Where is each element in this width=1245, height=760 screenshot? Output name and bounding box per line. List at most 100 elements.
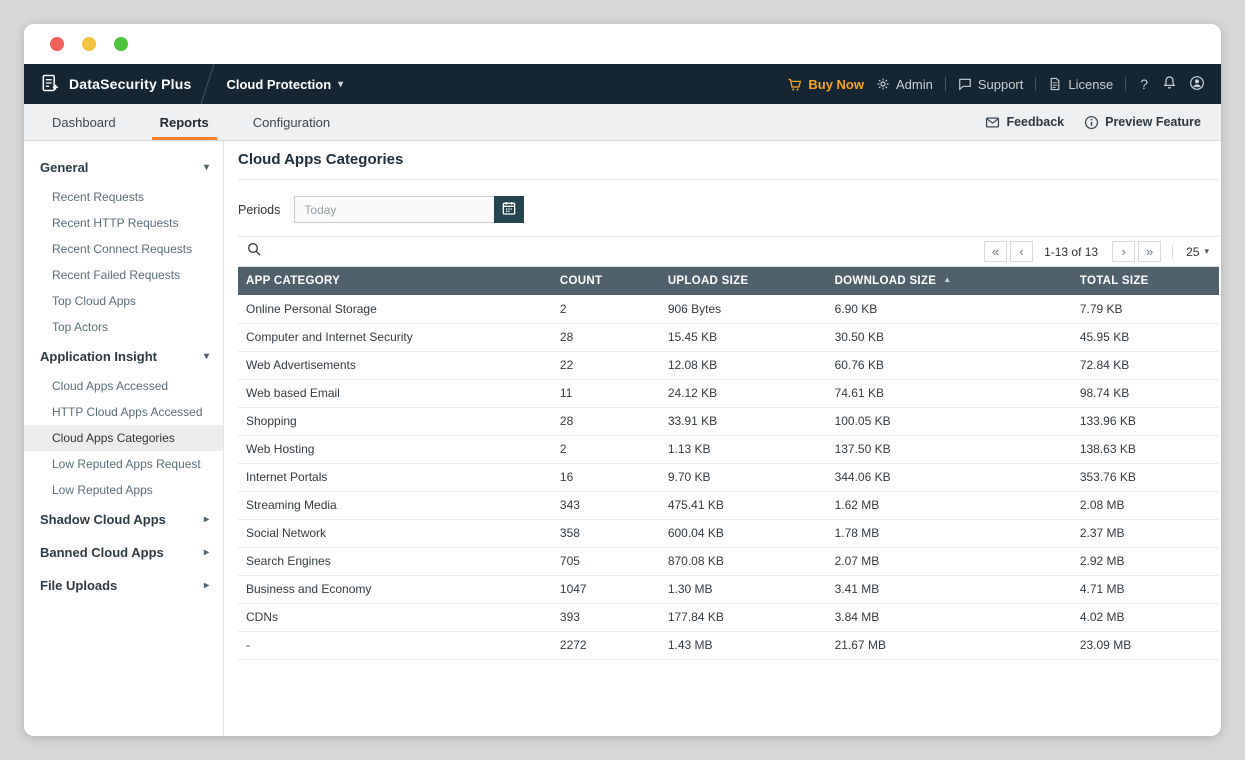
page-title-row: Cloud Apps Categories (238, 151, 1219, 180)
chevron-right-icon: ▸ (203, 547, 209, 558)
table-row[interactable]: Shopping 28 33.91 KB 100.05 KB 133.96 KB (238, 407, 1219, 436)
table-cell: 28 (551, 323, 660, 352)
table-row[interactable]: Internet Portals 16 9.70 KB 344.06 KB 353.76… (238, 463, 1219, 492)
table-cell: 3.41 MB (826, 575, 1072, 604)
search-icon (246, 241, 262, 262)
sidebar-section-label: Application Insight (40, 349, 157, 364)
table-row[interactable]: Computer and Internet Security 28 15.45 KB… (238, 323, 1219, 352)
table-cell: 1.13 KB (659, 435, 827, 464)
table-cell: 9.70 KB (659, 463, 827, 492)
tab-list: Dashboard Reports Configuration (30, 104, 352, 140)
sidebar-item-top-cloud-apps[interactable]: Top Cloud Apps (52, 294, 137, 308)
tab-configuration[interactable]: Configuration (252, 114, 331, 130)
table-row[interactable]: Web based Email 11 24.12 KB 74.61 KB 98.74 K… (238, 379, 1219, 408)
table-cell: Streaming Media (238, 491, 552, 520)
table-cell: 705 (551, 547, 660, 576)
column-header-app-category[interactable]: APP CATEGORY (238, 267, 552, 295)
window-minimize-button[interactable] (82, 37, 96, 51)
table-row[interactable]: CDNs 393 177.84 KB 3.84 MB 4.02 MB (238, 603, 1219, 632)
app-header: DataSecurity Plus Cloud Protection ▾ Buy… (24, 64, 1221, 104)
admin-menu[interactable]: Admin (876, 77, 933, 92)
table-row[interactable]: Business and Economy 1047 1.30 MB 3.41 MB 4.… (238, 575, 1219, 604)
sidebar-section-general[interactable]: General ▾ (24, 151, 223, 184)
sidebar-section-label: File Uploads (40, 578, 118, 593)
table-row[interactable]: -2272 1.43 MB 21.67 MB 23.09 MB (238, 631, 1219, 660)
sidebar-item-http-cloud-apps-accessed[interactable]: HTTP Cloud Apps Accessed (52, 405, 203, 419)
preview-feature-button[interactable]: Preview Feature (1084, 115, 1201, 130)
table-row[interactable]: Web Advertisements 22 12.08 KB 60.76 KB 72.8… (238, 351, 1219, 380)
table-cell: 2 (551, 435, 660, 464)
report-table: APP CATEGORY COUNT UPLOAD SIZE DOWNLOAD SIZ… (238, 267, 1219, 660)
sidebar-section-application-insight[interactable]: Application Insight ▾ (24, 340, 223, 373)
table-cell: 2.07 MB (826, 547, 1072, 576)
table-cell: 1047 (551, 575, 660, 604)
table-cell: 98.74 KB (1071, 379, 1219, 408)
table-row[interactable]: Online Personal Storage 2 906 Bytes 6.90 KB… (238, 295, 1219, 324)
license-menu[interactable]: License (1048, 77, 1113, 92)
prev-page-button[interactable]: ‹ (1010, 241, 1034, 262)
sidebar-item-recent-connect-requests[interactable]: Recent Connect Requests (52, 242, 193, 256)
notifications-button[interactable] (1162, 75, 1177, 93)
window-zoom-button[interactable] (114, 37, 128, 51)
sidebar-section-shadow-cloud-apps[interactable]: Shadow Cloud Apps ▸ (24, 503, 223, 536)
pagination: « ‹ 1-13 of 13 › » 25 ▾ (981, 241, 1209, 262)
sidebar-item-recent-failed-requests[interactable]: Recent Failed Requests (52, 268, 181, 282)
buy-now-button[interactable]: Buy Now (787, 77, 864, 92)
feedback-button[interactable]: Feedback (985, 115, 1064, 130)
page-size-select[interactable]: 25 ▾ (1172, 244, 1209, 259)
column-header-download-size[interactable]: DOWNLOAD SIZE ▲ (826, 267, 1072, 295)
cart-icon (787, 77, 802, 92)
module-selector[interactable]: Cloud Protection ▾ (226, 77, 343, 92)
table-cell: 72.84 KB (1071, 351, 1219, 380)
gear-icon (876, 77, 890, 91)
table-cell: 28 (551, 407, 660, 436)
table-cell: 11 (551, 379, 660, 408)
periods-input[interactable] (294, 196, 495, 223)
search-button[interactable] (246, 241, 262, 262)
sidebar-item-top-actors[interactable]: Top Actors (52, 320, 109, 334)
table-row[interactable]: Social Network 358 600.04 KB 1.78 MB 2.37 MB (238, 519, 1219, 548)
help-button[interactable]: ? (1140, 76, 1148, 92)
first-page-button[interactable]: « (984, 241, 1008, 262)
table-cell: Social Network (238, 519, 552, 548)
calendar-button[interactable] (494, 196, 525, 223)
table-cell: Computer and Internet Security (238, 323, 552, 352)
chat-icon (958, 77, 972, 91)
tab-dashboard[interactable]: Dashboard (52, 114, 116, 130)
periods-row: Periods (238, 196, 1219, 223)
envelope-icon (985, 115, 1000, 130)
sidebar-item-low-reputed-apps[interactable]: Low Reputed Apps (52, 483, 153, 497)
sidebar-item-recent-requests[interactable]: Recent Requests (52, 190, 145, 204)
support-label: Support (977, 76, 1024, 92)
table-cell: 6.90 KB (826, 295, 1072, 324)
column-header-total-size[interactable]: TOTAL SIZE (1071, 267, 1219, 295)
table-cell: Internet Portals (238, 463, 552, 492)
sidebar-section-banned-cloud-apps[interactable]: Banned Cloud Apps ▸ (24, 536, 223, 569)
table-cell: 343 (551, 491, 660, 520)
table-row[interactable]: Web Hosting 2 1.13 KB 137.50 KB 138.63 KB (238, 435, 1219, 464)
sidebar-item-cloud-apps-categories[interactable]: Cloud Apps Categories (24, 425, 223, 451)
table-row[interactable]: Search Engines 705 870.08 KB 2.07 MB 2.92 MB (238, 547, 1219, 576)
column-header-upload-size[interactable]: UPLOAD SIZE (659, 267, 827, 295)
header-actions: Buy Now Admin Support License (787, 75, 1205, 94)
tab-bar: Dashboard Reports Configuration Feedback P… (24, 104, 1221, 141)
sidebar-item-cloud-apps-accessed[interactable]: Cloud Apps Accessed (52, 379, 169, 393)
table-cell: Web based Email (238, 379, 552, 408)
preview-feature-label: Preview Feature (1105, 115, 1201, 129)
sidebar-section-file-uploads[interactable]: File Uploads ▸ (24, 569, 223, 602)
tab-reports[interactable]: Reports (138, 104, 231, 140)
sidebar-item-low-reputed-apps-request[interactable]: Low Reputed Apps Request (52, 457, 201, 471)
table-cell: 138.63 KB (1071, 435, 1219, 464)
table-cell: 870.08 KB (659, 547, 827, 576)
chevron-right-icon: ▸ (203, 580, 209, 591)
last-page-button[interactable]: » (1138, 241, 1162, 262)
sidebar-item-recent-http-requests[interactable]: Recent HTTP Requests (52, 216, 179, 230)
feedback-label: Feedback (1006, 115, 1065, 129)
table-row[interactable]: Streaming Media 343 475.41 KB 1.62 MB 2.08 M… (238, 491, 1219, 520)
column-header-count[interactable]: COUNT (551, 267, 660, 295)
support-menu[interactable]: Support (958, 76, 1024, 92)
next-page-button[interactable]: › (1112, 241, 1136, 262)
tab-bar-right: Feedback Preview Feature (985, 104, 1221, 140)
window-close-button[interactable] (50, 37, 64, 51)
account-button[interactable] (1189, 75, 1205, 94)
